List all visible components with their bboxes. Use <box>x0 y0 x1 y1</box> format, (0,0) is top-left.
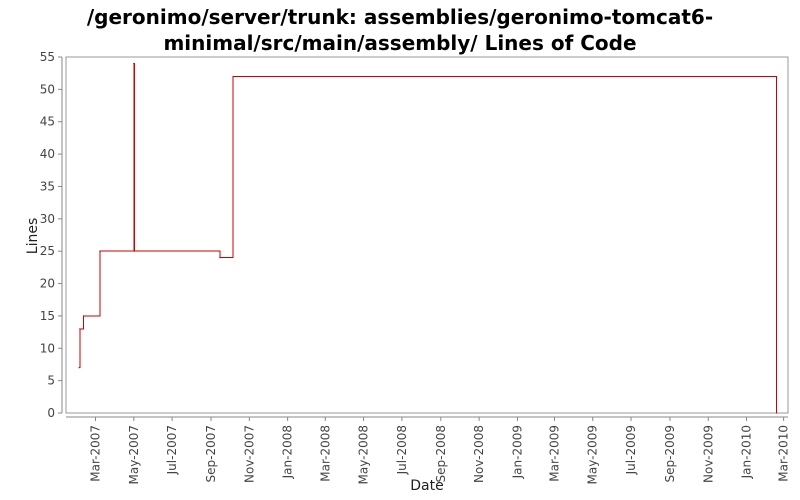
x-tick-label: Jan-2008 <box>281 425 295 479</box>
x-tick-label: May-2008 <box>357 425 371 484</box>
x-tick-label: Sep-2007 <box>204 425 218 483</box>
chart-title-line-1: /geronimo/server/trunk: assemblies/geron… <box>86 5 714 29</box>
plot-area <box>65 56 789 414</box>
x-tick-label: May-2007 <box>127 425 141 484</box>
x-tick-label: Mar-2007 <box>89 425 103 482</box>
x-tick-label: Mar-2009 <box>547 425 561 482</box>
x-tick-label: Sep-2008 <box>434 425 448 483</box>
series-layer <box>78 62 778 414</box>
data-point <box>776 412 778 414</box>
data-point <box>219 257 221 259</box>
y-axis-ticks: 0 5 10 15 20 25 30 35 40 45 50 55 <box>40 50 62 420</box>
y-tick-label: 15 <box>40 309 55 323</box>
x-tick-label: Jan-2009 <box>510 425 524 479</box>
x-tick-label: Jul-2008 <box>395 425 409 475</box>
data-point <box>79 328 81 330</box>
x-axis-label: Date <box>410 478 443 494</box>
x-axis-ticks: Mar-2007 May-2007 Jul-2007 Sep-2007 Nov-2007… <box>89 417 791 484</box>
x-tick-label: Nov-2008 <box>472 425 486 483</box>
chart-title: /geronimo/server/trunk: assemblies/geron… <box>0 4 800 56</box>
x-tick-label: Jul-2009 <box>624 425 638 475</box>
data-point <box>133 62 135 65</box>
y-tick-label: 30 <box>40 212 55 226</box>
y-tick-label: 10 <box>40 341 55 355</box>
y-tick-label: 0 <box>47 406 55 420</box>
data-point <box>99 250 101 252</box>
x-tick-label: Nov-2009 <box>701 425 715 483</box>
x-tick-label: Mar-2008 <box>318 425 332 482</box>
x-tick-label: Mar-2010 <box>777 425 791 482</box>
y-tick-label: 40 <box>40 147 55 161</box>
data-point <box>133 250 136 252</box>
y-axis-label: Lines <box>25 218 41 254</box>
chart-title-line-2: minimal/src/main/assembly/ Lines of Code <box>163 31 637 55</box>
x-tick-label: Sep-2009 <box>663 425 677 483</box>
y-tick-label: 25 <box>40 244 55 258</box>
data-point <box>78 367 80 369</box>
y-tick-label: 45 <box>40 115 55 129</box>
data-point <box>232 75 234 78</box>
y-tick-label: 20 <box>40 277 55 291</box>
x-tick-label: Nov-2007 <box>242 425 256 483</box>
x-tick-label: Jul-2007 <box>165 425 179 475</box>
x-tick-label: May-2009 <box>586 425 600 484</box>
y-tick-label: 55 <box>40 50 55 64</box>
data-point <box>82 315 85 317</box>
y-tick-label: 50 <box>40 82 55 96</box>
x-tick-label: Jan-2010 <box>740 425 754 479</box>
y-tick-label: 5 <box>47 374 55 388</box>
y-tick-label: 35 <box>40 179 55 193</box>
